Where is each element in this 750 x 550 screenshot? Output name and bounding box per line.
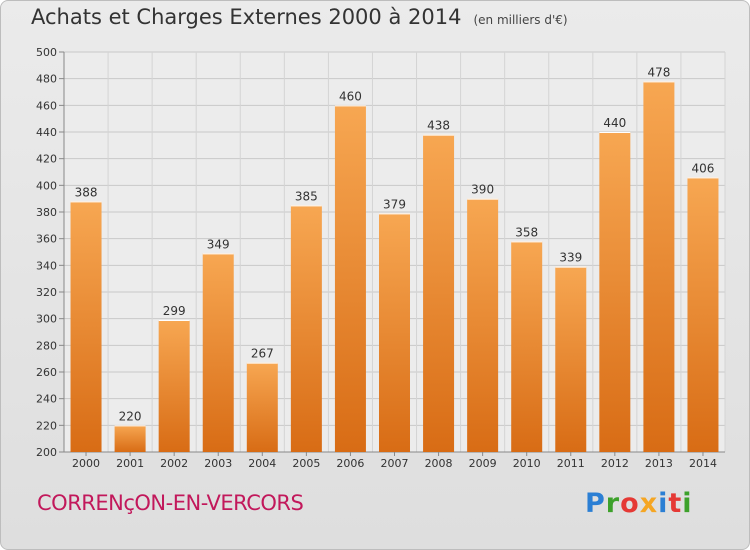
x-tick-label: 2013 [645,457,673,470]
data-label: 358 [515,225,538,239]
y-tick-label: 400 [36,179,57,192]
bar [599,132,631,452]
data-label: 438 [427,119,450,133]
bar [423,134,455,452]
bar [467,198,499,452]
x-tick-label: 2003 [204,457,232,470]
x-tick-label: 2007 [381,457,409,470]
bar [379,213,410,452]
x-tick-label: 2008 [425,457,453,470]
y-tick-label: 360 [36,233,57,246]
logo-letter: r [605,488,621,519]
y-tick-label: 260 [36,366,57,379]
bar [555,266,587,452]
bar [114,425,146,452]
y-tick-label: 460 [36,99,57,112]
x-tick-label: 2005 [292,457,320,470]
bar [246,362,278,452]
y-tick-label: 480 [36,73,57,86]
data-label: 460 [339,89,362,103]
unit-label: (en milliers d'€) [473,13,568,27]
data-label: 385 [295,189,318,203]
chart-title: Achats et Charges Externes 2000 à 2014 (e… [31,5,568,29]
bar [511,241,543,452]
y-tick-label: 220 [36,419,57,432]
bar [158,320,190,452]
x-tick-label: 2001 [116,457,144,470]
x-tick-label: 2002 [160,457,188,470]
data-label: 339 [559,251,582,265]
logo-letter: P [585,488,606,519]
x-tick-label: 2000 [72,457,100,470]
commune-name: CORRENçON-EN-VERCORS [37,491,304,515]
x-tick-label: 2012 [601,457,629,470]
data-label: 406 [692,161,715,175]
bars [70,81,719,453]
y-tick-label: 440 [36,126,57,139]
x-tick-label: 2006 [336,457,364,470]
title-text: Achats et Charges Externes 2000 à 2014 [31,5,462,29]
x-tick-label: 2014 [689,457,717,470]
logo-letter: i [658,488,669,519]
data-label: 440 [603,116,626,130]
data-label: 267 [251,347,274,361]
bar [643,81,675,452]
y-tick-label: 340 [36,259,57,272]
y-tick-label: 300 [36,313,57,326]
logo-letter: i [682,488,693,519]
y-tick-label: 420 [36,153,57,166]
logo-letter: x [639,488,659,519]
y-tick-label: 380 [36,206,57,219]
data-label: 299 [163,304,186,318]
logo-letter: o [620,488,640,519]
data-label: 390 [471,183,494,197]
x-tick-label: 2004 [248,457,276,470]
x-tick-label: 2009 [469,457,497,470]
data-label: 478 [647,65,670,79]
labels: 200 220 240 260 280 300 320 340 360 380 400 420 440 4… [36,46,717,470]
logo-letter: t [668,488,683,519]
data-label: 379 [383,197,406,211]
data-label: 349 [207,237,230,251]
data-label: 220 [119,409,142,423]
data-label: 388 [75,185,98,199]
bar [202,253,234,452]
bar [334,105,366,452]
x-tick-label: 2011 [557,457,585,470]
bar [70,201,102,452]
x-tick-label: 2010 [513,457,541,470]
y-tick-label: 500 [36,46,57,59]
proxiti-logo: Proxiti [585,488,693,519]
y-tick-label: 280 [36,339,57,352]
y-tick-label: 200 [36,446,57,459]
y-tick-label: 320 [36,286,57,299]
bar [687,177,719,453]
y-tick-label: 240 [36,393,57,406]
bar [290,205,322,452]
